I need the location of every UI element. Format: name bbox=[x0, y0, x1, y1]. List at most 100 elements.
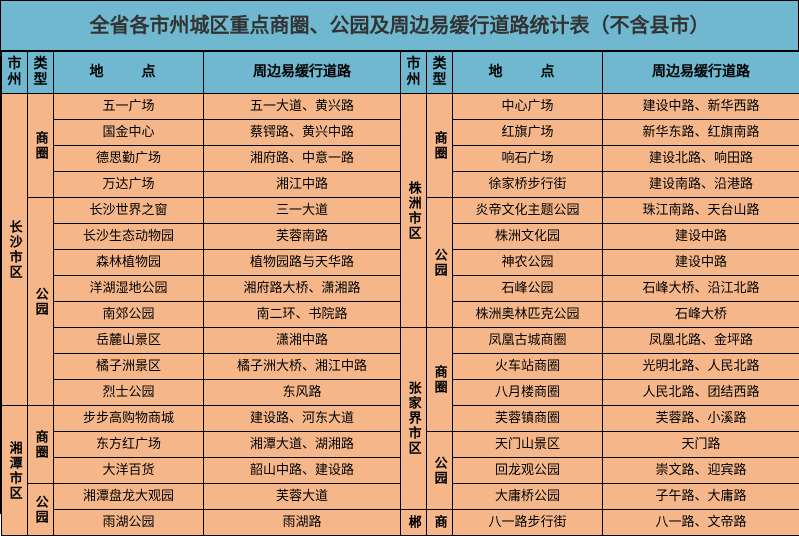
road-cell: 凤凰北路、金坪路 bbox=[603, 328, 799, 354]
road-cell: 天门路 bbox=[603, 432, 799, 458]
loc-cell: 红旗广场 bbox=[453, 120, 603, 146]
table-container: 全省各市州城区重点商圈、公园及周边易缓行道路统计表（不含县市） 市州 类型 地 … bbox=[0, 0, 799, 514]
loc-cell: 响石广场 bbox=[453, 146, 603, 172]
data-row: 长沙生态动物园芙蓉南路 株洲文化园建设中路 bbox=[2, 224, 799, 250]
road-cell: 三一大道 bbox=[204, 198, 401, 224]
loc-cell: 五一广场 bbox=[54, 94, 204, 120]
data-row: 湘潭市区商圈步步高购物商城建设路、河东大道芙蓉镇商圈芙蓉路、小溪路 bbox=[2, 406, 799, 432]
road-cell: 芙蓉路、小溪路 bbox=[603, 406, 799, 432]
loc-cell: 凤凰古城商圈 bbox=[453, 328, 603, 354]
data-row: 德思勤广场湘府路、中意一路 响石广场建设北路、响田路 bbox=[2, 146, 799, 172]
hdr-road-l: 周边易缓行道路 bbox=[204, 52, 401, 94]
loc-cell: 南郊公园 bbox=[54, 302, 204, 328]
hdr-road-r: 周边易缓行道路 bbox=[603, 52, 799, 94]
data-row: 橘子洲景区橘子洲大桥、湘江中路火车站商圈光明北路、人民北路 bbox=[2, 354, 799, 380]
loc-cell: 中心广场 bbox=[453, 94, 603, 120]
loc-cell: 长沙生态动物园 bbox=[54, 224, 204, 250]
group-cell: 商 bbox=[427, 510, 453, 536]
table-title: 全省各市州城区重点商圈、公园及周边易缓行道路统计表（不含县市） bbox=[1, 1, 798, 51]
loc-cell: 神农公园 bbox=[453, 250, 603, 276]
road-cell: 石峰大桥 bbox=[603, 302, 799, 328]
loc-cell: 万达广场 bbox=[54, 172, 204, 198]
road-cell: 湘潭大道、湖湘路 bbox=[204, 432, 401, 458]
loc-cell: 雨湖公园 bbox=[54, 510, 204, 536]
stats-table: 市州 类型 地 点 周边易缓行道路 市州 类型 地 点 周边易缓行道路 长沙市区… bbox=[1, 51, 799, 536]
road-cell: 建设中路 bbox=[603, 224, 799, 250]
data-row: 国金中心蔡锷路、黄兴中路 红旗广场新华东路、红旗南路 bbox=[2, 120, 799, 146]
group-cell: 长沙市区 bbox=[2, 94, 28, 406]
group-cell: 商圈 bbox=[28, 94, 54, 198]
group-cell: 湘潭市区 bbox=[2, 406, 28, 536]
group-cell: 公园 bbox=[427, 432, 453, 510]
road-cell: 芙蓉南路 bbox=[204, 224, 401, 250]
loc-cell: 石峰公园 bbox=[453, 276, 603, 302]
loc-cell: 德思勤广场 bbox=[54, 146, 204, 172]
road-cell: 雨湖路 bbox=[204, 510, 401, 536]
loc-cell: 橘子洲景区 bbox=[54, 354, 204, 380]
road-cell: 橘子洲大桥、湘江中路 bbox=[204, 354, 401, 380]
group-cell: 公园 bbox=[427, 198, 453, 328]
road-cell: 芙蓉大道 bbox=[204, 484, 401, 510]
data-row: 森林植物园植物园路与天华路神农公园建设中路 bbox=[2, 250, 799, 276]
data-row: 大洋百货韶山中路、建设路回龙观公园崇文路、迎宾路 bbox=[2, 458, 799, 484]
road-cell: 蔡锷路、黄兴中路 bbox=[204, 120, 401, 146]
header-row: 市州 类型 地 点 周边易缓行道路 市州 类型 地 点 周边易缓行道路 bbox=[2, 52, 799, 94]
loc-cell: 八一路步行街 bbox=[453, 510, 603, 536]
road-cell: 湘府路、中意一路 bbox=[204, 146, 401, 172]
road-cell: 湘府路大桥、潇湘路 bbox=[204, 276, 401, 302]
road-cell: 八一路、文帝路 bbox=[603, 510, 799, 536]
data-row: 烈士公园东风路八月楼商圈人民北路、团结西路 bbox=[2, 380, 799, 406]
group-cell: 商圈 bbox=[28, 406, 54, 484]
hdr-loc-r: 地 点 bbox=[453, 52, 603, 94]
loc-cell: 炎帝文化主题公园 bbox=[453, 198, 603, 224]
data-row: 万达广场湘江中路 徐家桥步行街建设南路、沿港路 bbox=[2, 172, 799, 198]
data-row: 岳麓山景区潇湘中路张家界市区商圈凤凰古城商圈凤凰北路、金坪路 bbox=[2, 328, 799, 354]
road-cell: 人民北路、团结西路 bbox=[603, 380, 799, 406]
data-row: 雨湖公园雨湖路郴商八一路步行街八一路、文帝路 bbox=[2, 510, 799, 536]
group-cell: 商圈 bbox=[427, 328, 453, 432]
loc-cell: 大洋百货 bbox=[54, 458, 204, 484]
group-cell: 株洲市区 bbox=[401, 94, 427, 328]
data-row: 东方红广场湘潭大道、湖湘路公园天门山景区天门路 bbox=[2, 432, 799, 458]
road-cell: 建设南路、沿港路 bbox=[603, 172, 799, 198]
group-cell: 公园 bbox=[28, 198, 54, 406]
loc-cell: 东方红广场 bbox=[54, 432, 204, 458]
hdr-city-r: 市州 bbox=[401, 52, 427, 94]
data-row: 公园湘潭盘龙大观园芙蓉大道大庸桥公园子午路、大庸路 bbox=[2, 484, 799, 510]
road-cell: 建设中路、新华西路 bbox=[603, 94, 799, 120]
loc-cell: 株洲文化园 bbox=[453, 224, 603, 250]
data-row: 洋湖湿地公园湘府路大桥、潇湘路 石峰公园石峰大桥、沿江北路 bbox=[2, 276, 799, 302]
group-cell: 商圈 bbox=[427, 94, 453, 198]
road-cell: 子午路、大庸路 bbox=[603, 484, 799, 510]
loc-cell: 湘潭盘龙大观园 bbox=[54, 484, 204, 510]
hdr-type-r: 类型 bbox=[427, 52, 453, 94]
hdr-city-l: 市州 bbox=[2, 52, 28, 94]
loc-cell: 八月楼商圈 bbox=[453, 380, 603, 406]
data-row: 公园长沙世界之窗三一大道公园炎帝文化主题公园珠江南路、天台山路 bbox=[2, 198, 799, 224]
road-cell: 湘江中路 bbox=[204, 172, 401, 198]
loc-cell: 徐家桥步行街 bbox=[453, 172, 603, 198]
road-cell: 建设北路、响田路 bbox=[603, 146, 799, 172]
road-cell: 韶山中路、建设路 bbox=[204, 458, 401, 484]
data-row: 长沙市区商圈五一广场五一大道、黄兴路株洲市区商圈中心广场建设中路、新华西路 bbox=[2, 94, 799, 120]
road-cell: 建设中路 bbox=[603, 250, 799, 276]
group-cell: 郴 bbox=[401, 510, 427, 536]
road-cell: 石峰大桥、沿江北路 bbox=[603, 276, 799, 302]
hdr-type-l: 类型 bbox=[28, 52, 54, 94]
loc-cell: 步步高购物商城 bbox=[54, 406, 204, 432]
road-cell: 南二环、书院路 bbox=[204, 302, 401, 328]
loc-cell: 天门山景区 bbox=[453, 432, 603, 458]
loc-cell: 芙蓉镇商圈 bbox=[453, 406, 603, 432]
loc-cell: 国金中心 bbox=[54, 120, 204, 146]
loc-cell: 洋湖湿地公园 bbox=[54, 276, 204, 302]
group-cell: 公园 bbox=[28, 484, 54, 536]
data-row: 南郊公园南二环、书院路株洲奥林匹克公园石峰大桥 bbox=[2, 302, 799, 328]
road-cell: 植物园路与天华路 bbox=[204, 250, 401, 276]
loc-cell: 大庸桥公园 bbox=[453, 484, 603, 510]
loc-cell: 烈士公园 bbox=[54, 380, 204, 406]
road-cell: 新华东路、红旗南路 bbox=[603, 120, 799, 146]
loc-cell: 长沙世界之窗 bbox=[54, 198, 204, 224]
road-cell: 崇文路、迎宾路 bbox=[603, 458, 799, 484]
group-cell: 张家界市区 bbox=[401, 328, 427, 510]
road-cell: 五一大道、黄兴路 bbox=[204, 94, 401, 120]
